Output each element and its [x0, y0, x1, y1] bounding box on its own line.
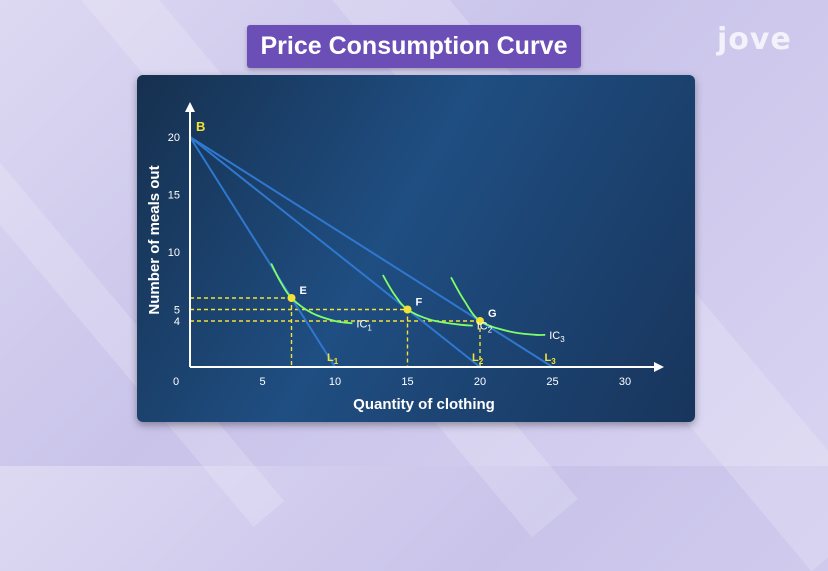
- indifference-curve-label: IC3: [549, 330, 565, 344]
- indifference-curve-subscript: 3: [560, 335, 565, 344]
- y-tick-label: 5: [174, 305, 180, 317]
- indifference-curve: [382, 274, 473, 327]
- x-axis-label: Quantity of clothing: [353, 396, 495, 413]
- chart-labels: L1 L2 L3 IC1 IC2 IC3 E F G B: [196, 119, 565, 366]
- budget-line: [189, 136, 481, 368]
- indifference-curve-subscript: 2: [488, 326, 493, 335]
- x-tick-label: 30: [619, 376, 631, 388]
- indifference-curve-label: IC2: [477, 321, 493, 335]
- equilibrium-point-label: F: [416, 297, 423, 309]
- equilibrium-point: [403, 305, 412, 314]
- equilibrium-point-label: G: [488, 308, 497, 320]
- x-tick-label: 10: [329, 376, 341, 388]
- indifference-curve: [270, 263, 353, 325]
- y-tick-label: 20: [168, 132, 180, 144]
- x-tick-label: 20: [474, 376, 486, 388]
- indifference-curve-subscript: 1: [367, 323, 372, 332]
- x-tick-label: 5: [259, 376, 265, 388]
- indifference-curve-label: IC1: [356, 318, 372, 332]
- jove-logo: jove: [717, 22, 792, 57]
- budget-lines: [189, 136, 554, 368]
- budget-line-label: L1: [327, 352, 339, 366]
- budget-line: [189, 136, 336, 368]
- y-axis-label: Number of meals out: [146, 165, 163, 314]
- budget-line-label: L2: [472, 352, 484, 366]
- y-tick-label: 4: [174, 316, 180, 328]
- budget-line-subscript: 2: [479, 357, 484, 366]
- budget-line-subscript: 1: [334, 357, 339, 366]
- chart-panel: [137, 75, 695, 422]
- equilibrium-point: [476, 317, 484, 325]
- x-tick-label: 25: [546, 376, 558, 388]
- y-tick-label: 15: [168, 190, 180, 202]
- budget-line: [189, 136, 554, 368]
- equilibrium-point: [287, 294, 296, 302]
- equilibrium-point-label: E: [300, 285, 307, 297]
- budget-line-subscript: 3: [551, 357, 556, 366]
- x-tick-label: 15: [401, 376, 413, 388]
- equilibrium-points: [287, 294, 484, 325]
- slide-title: Price Consumption Curve: [260, 32, 568, 60]
- budget-line-label: L3: [545, 352, 557, 366]
- indifference-curve: [450, 276, 546, 336]
- title-banner: Price Consumption Curve: [247, 25, 581, 68]
- y-tick-label: 10: [168, 247, 180, 259]
- x-tick-label: 0: [173, 376, 179, 388]
- indifference-curves: [270, 263, 546, 336]
- point-b-label: B: [196, 119, 205, 134]
